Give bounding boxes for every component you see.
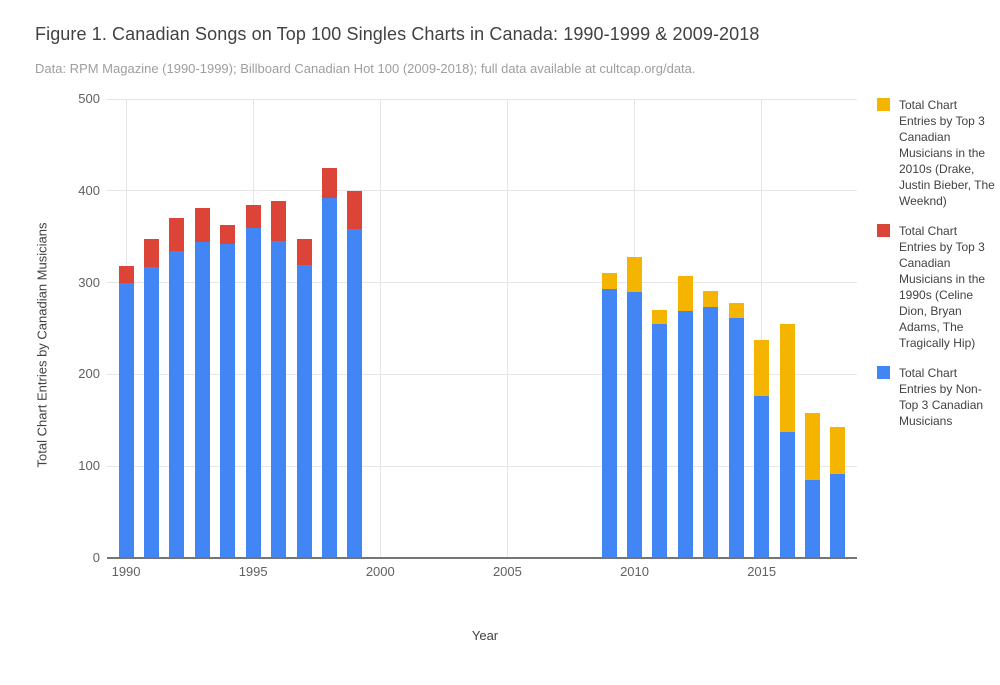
bar-2011-non_top3[interactable] — [652, 323, 668, 558]
bar-2010-top3_2010s[interactable] — [627, 256, 643, 292]
bar-1993-non_top3[interactable] — [194, 242, 210, 558]
bar-1999-non_top3[interactable] — [347, 229, 363, 558]
legend: Total Chart Entries by Top 3 Canadian Mu… — [877, 97, 997, 443]
x-axis-title: Year — [471, 628, 499, 643]
bar-2015-top3_2010s[interactable] — [754, 340, 770, 397]
bar-1997-non_top3[interactable] — [296, 265, 312, 558]
y-gridline-500 — [107, 98, 857, 100]
bar-1996-top3_1990s[interactable] — [271, 200, 287, 242]
x-axis-line — [107, 557, 857, 559]
bar-1996-non_top3[interactable] — [271, 241, 287, 558]
y-tick-label-500: 500 — [78, 91, 100, 106]
y-gridline-100 — [107, 465, 857, 467]
bar-2010-non_top3[interactable] — [627, 291, 643, 558]
bar-2018-non_top3[interactable] — [830, 474, 846, 558]
bar-1994-top3_1990s[interactable] — [220, 224, 236, 245]
bar-1991-non_top3[interactable] — [143, 266, 159, 558]
legend-item-top3_2010s: Total Chart Entries by Top 3 Canadian Mu… — [877, 97, 997, 209]
bar-1990-non_top3[interactable] — [118, 282, 134, 558]
bar-2013-non_top3[interactable] — [703, 307, 719, 558]
bar-2015-non_top3[interactable] — [754, 396, 770, 558]
y-tick-label-200: 200 — [78, 366, 100, 382]
bar-2009-top3_2010s[interactable] — [601, 273, 617, 289]
x-tick-label-1995: 1995 — [238, 564, 268, 579]
y-tick-label-100: 100 — [78, 458, 100, 474]
y-tick-label-400: 400 — [78, 182, 100, 198]
bar-1992-non_top3[interactable] — [169, 251, 185, 558]
x-gridline-2000 — [379, 99, 381, 558]
bar-2012-top3_2010s[interactable] — [677, 276, 693, 312]
legend-label-top3_1990s: Total Chart Entries by Top 3 Canadian Mu… — [899, 224, 986, 350]
y-gridline-400 — [107, 190, 857, 192]
x-tick-label-1990: 1990 — [111, 564, 141, 579]
legend-item-non_top3: Total Chart Entries by Non-Top 3 Canadia… — [877, 365, 997, 429]
bar-2016-non_top3[interactable] — [779, 432, 795, 558]
x-gridline-2005 — [506, 99, 508, 558]
bar-2018-top3_2010s[interactable] — [830, 426, 846, 475]
legend-label-non_top3: Total Chart Entries by Non-Top 3 Canadia… — [899, 366, 984, 428]
bar-1995-top3_1990s[interactable] — [245, 204, 261, 228]
x-tick-label-2010: 2010 — [620, 564, 649, 579]
legend-label-top3_2010s: Total Chart Entries by Top 3 Canadian Mu… — [899, 98, 995, 208]
x-gridline-2015 — [761, 99, 763, 558]
y-gridline-200 — [107, 373, 857, 375]
bar-1991-top3_1990s[interactable] — [143, 239, 159, 267]
bar-1994-non_top3[interactable] — [220, 244, 236, 558]
bar-2012-non_top3[interactable] — [677, 311, 693, 558]
bar-1995-non_top3[interactable] — [245, 227, 261, 558]
chart-title: Figure 1. Canadian Songs on Top 100 Sing… — [35, 24, 760, 44]
bar-1990-top3_1990s[interactable] — [118, 266, 134, 283]
plot-area — [107, 98, 857, 559]
bar-1993-top3_1990s[interactable] — [194, 208, 210, 243]
chart-subtitle: Data: RPM Magazine (1990-1999); Billboar… — [35, 61, 696, 76]
bar-1997-top3_1990s[interactable] — [296, 238, 312, 266]
y-tick-label-0: 0 — [92, 550, 100, 565]
y-tick-label-300: 300 — [78, 274, 100, 290]
x-tick-label-2000: 2000 — [365, 564, 395, 579]
bar-2014-top3_2010s[interactable] — [728, 302, 744, 319]
bar-2014-non_top3[interactable] — [728, 318, 744, 558]
bar-2013-top3_2010s[interactable] — [703, 290, 719, 308]
legend-item-top3_1990s: Total Chart Entries by Top 3 Canadian Mu… — [877, 223, 997, 351]
x-tick-label-2015: 2015 — [747, 564, 777, 579]
y-gridline-300 — [107, 282, 857, 284]
bar-1998-non_top3[interactable] — [321, 198, 337, 558]
bar-2009-non_top3[interactable] — [601, 289, 617, 558]
bar-2017-top3_2010s[interactable] — [805, 412, 820, 480]
legend-swatch-top3_2010s — [877, 98, 890, 111]
bar-2017-non_top3[interactable] — [805, 479, 820, 558]
bar-1999-top3_1990s[interactable] — [347, 190, 363, 230]
bar-2016-top3_2010s[interactable] — [779, 323, 795, 433]
bar-1998-top3_1990s[interactable] — [321, 167, 337, 199]
bar-1992-top3_1990s[interactable] — [169, 218, 185, 252]
bar-2011-top3_2010s[interactable] — [652, 310, 668, 324]
legend-swatch-non_top3 — [877, 366, 890, 379]
y-axis-title: Total Chart Entries by Canadian Musician… — [34, 222, 50, 468]
legend-swatch-top3_1990s — [877, 224, 890, 237]
x-tick-label-2005: 2005 — [492, 564, 522, 579]
